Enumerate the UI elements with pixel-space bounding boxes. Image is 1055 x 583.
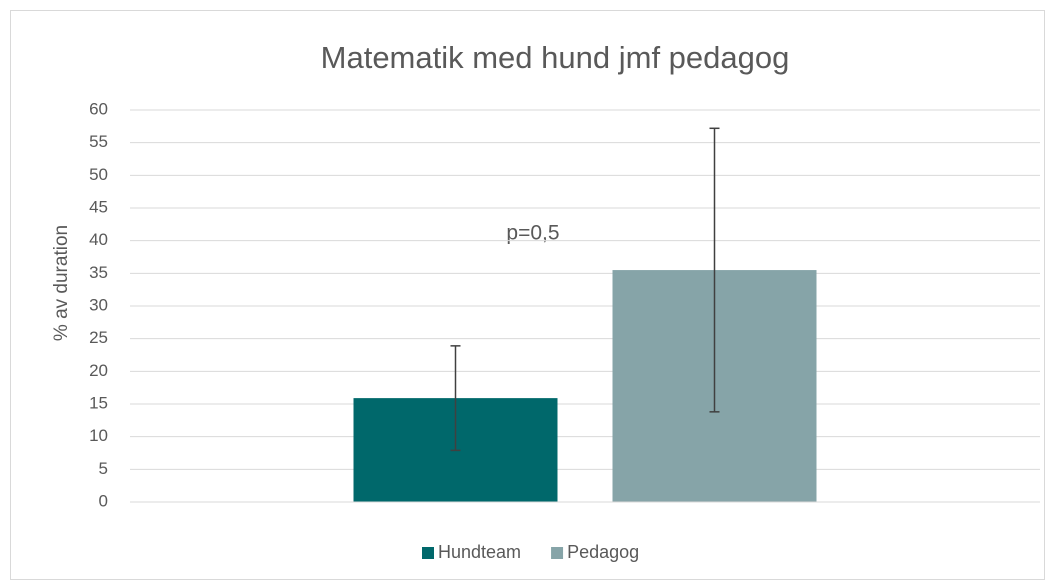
chart-title: Matematik med hund jmf pedagog (321, 40, 790, 75)
y-axis-label: % av duration (51, 225, 72, 341)
legend-swatch (422, 547, 434, 559)
y-tick-label: 20 (89, 361, 108, 380)
y-tick-label: 40 (89, 230, 108, 249)
annotation: p=0,5 (506, 222, 559, 245)
legend-label: Pedagog (567, 542, 639, 562)
legend-label: Hundteam (438, 542, 521, 562)
y-tick-label: 0 (99, 491, 108, 510)
y-tick-label: 10 (89, 426, 108, 445)
error-bar (709, 127, 720, 413)
y-tick-label: 50 (89, 165, 108, 184)
y-tick-label: 30 (89, 295, 108, 314)
y-tick-label: 5 (99, 459, 108, 478)
y-tick-label: 45 (89, 197, 108, 216)
error-bar (450, 345, 461, 452)
y-tick-label: 25 (89, 328, 108, 347)
legend-swatch (551, 547, 564, 559)
y-tick-label: 15 (89, 393, 108, 412)
y-tick-label: 35 (89, 263, 108, 282)
y-tick-label: 60 (89, 99, 108, 118)
y-tick-label: 55 (89, 132, 108, 151)
